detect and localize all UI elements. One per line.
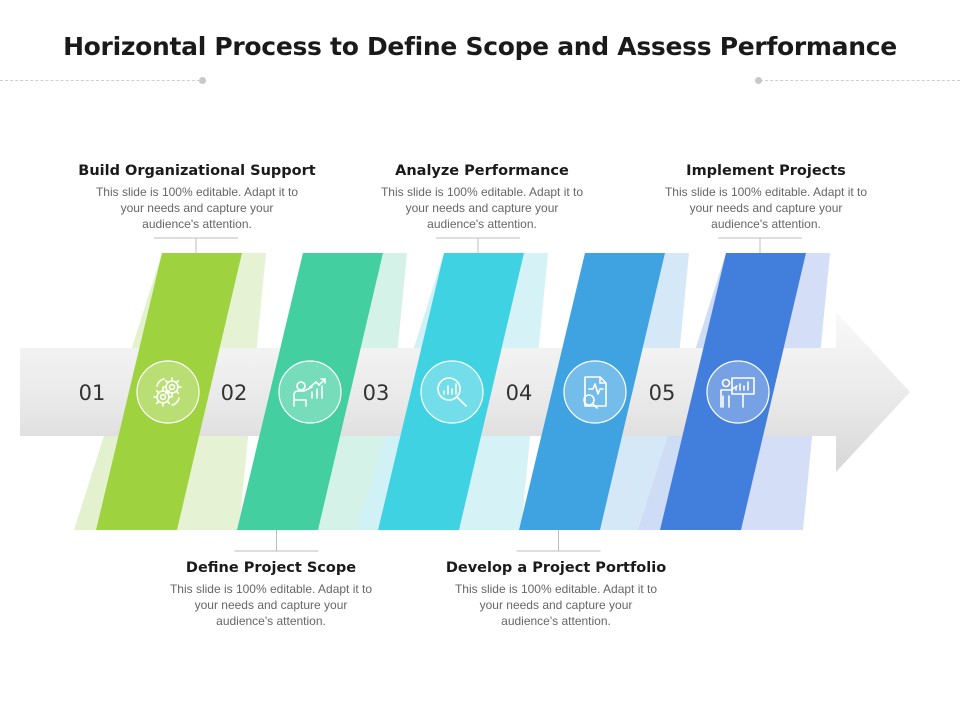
document-search-icon	[583, 376, 607, 409]
title-divider-dot-left	[199, 77, 206, 84]
step-2-heading: Define Project Scope	[185, 560, 357, 576]
presentation-board-icon	[720, 377, 755, 408]
step-1-number: 01	[79, 381, 106, 405]
step-3-heading: Analyze Performance	[395, 163, 569, 179]
step-5-heading: Implement Projects	[686, 163, 846, 179]
title-divider-dot-right	[755, 77, 762, 84]
step-3-text: Analyze Performance This slide is 100% e…	[362, 163, 602, 232]
step-3-description: This slide is 100% editable. Adapt it to…	[380, 185, 584, 231]
step-5-icon-circle	[706, 360, 770, 424]
presenter-growth-chart-icon	[293, 378, 326, 407]
step-4-text: Develop a Project Portfolio This slide i…	[436, 560, 676, 629]
step-5-text: Implement Projects This slide is 100% ed…	[646, 163, 886, 232]
step-5-number: 05	[649, 381, 676, 405]
title-divider-left	[0, 80, 200, 81]
magnifier-chart-icon	[437, 377, 467, 407]
step-4-band	[519, 253, 665, 530]
step-4-number: 04	[506, 381, 533, 405]
step-3-number: 03	[363, 381, 390, 405]
step-3-connector	[436, 237, 520, 253]
step-2-description: This slide is 100% editable. Adapt it to…	[169, 582, 373, 628]
step-2-text: Define Project Scope This slide is 100% …	[151, 560, 391, 629]
step-3-band	[378, 253, 524, 530]
step-4-heading: Develop a Project Portfolio	[445, 560, 667, 576]
step-5-description: This slide is 100% editable. Adapt it to…	[664, 185, 868, 231]
step-1-connector	[154, 237, 238, 253]
step-2-number: 02	[221, 381, 248, 405]
step-2-icon-circle	[278, 360, 342, 424]
step-2-connector	[234, 530, 319, 552]
step-5-connector	[718, 237, 802, 253]
step-4-description: This slide is 100% editable. Adapt it to…	[454, 582, 658, 628]
gears-icon	[153, 377, 182, 407]
step-4-connector	[516, 530, 601, 552]
step-1-description: This slide is 100% editable. Adapt it to…	[95, 185, 299, 231]
slide-title: Horizontal Process to Define Scope and A…	[63, 32, 897, 61]
step-2-band	[237, 253, 383, 530]
step-1-text: Build Organizational Support This slide …	[77, 163, 317, 232]
step-5-band	[660, 253, 806, 530]
step-4-icon-circle	[563, 360, 627, 424]
title-divider-right	[760, 80, 960, 81]
step-1-heading: Build Organizational Support	[78, 163, 316, 179]
